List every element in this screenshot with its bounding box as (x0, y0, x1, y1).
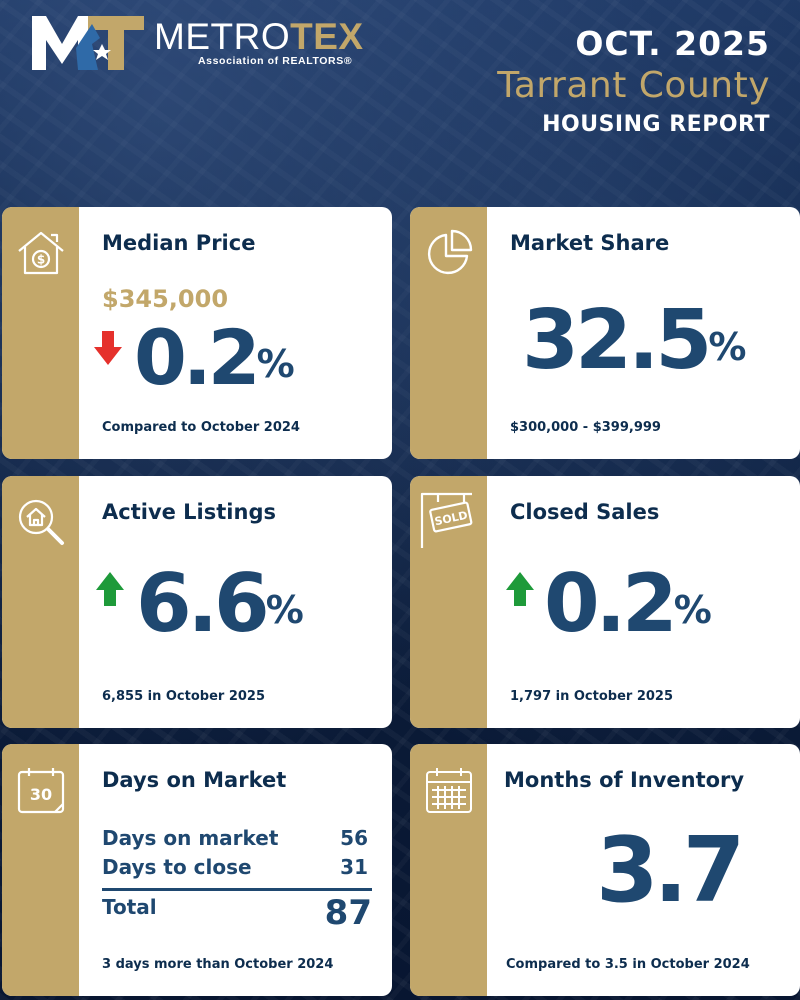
months-of-inventory-card: Months of Inventory 3.7 Compared to 3.5 … (410, 744, 800, 996)
metrotex-logo: METROTEX Association of REALTORS® (32, 14, 364, 70)
table-row: Days on market 56 (102, 824, 372, 853)
months-inventory-value: 3.7 (596, 818, 745, 923)
row-value: 31 (340, 855, 368, 879)
card-title: Days on Market (102, 768, 287, 792)
arrow-up-icon (96, 572, 124, 606)
card-title: Market Share (510, 231, 670, 255)
percent-sign: % (673, 588, 712, 632)
arrow-up-icon (506, 572, 534, 606)
sold-sign-icon: SOLD (420, 492, 473, 548)
card-stripe (2, 744, 79, 996)
card-footnote: Compared to 3.5 in October 2024 (506, 957, 750, 972)
card-footnote: $300,000 - $399,999 (510, 420, 661, 435)
change-number: 0.2 (134, 313, 261, 402)
pie-chart-icon (427, 229, 473, 275)
report-title-block: OCT. 2025 Tarrant County HOUSING REPORT (497, 24, 770, 137)
card-title: Closed Sales (510, 500, 660, 524)
card-stripe (410, 207, 487, 459)
market-share-value: 32.5% (522, 291, 746, 391)
calendar-grid-icon (426, 768, 472, 813)
svg-text:30: 30 (30, 785, 52, 804)
change-number: 6.6 (136, 557, 270, 650)
card-stripe (2, 207, 79, 459)
row-label: Days to close (102, 855, 252, 879)
card-title: Months of Inventory (504, 768, 745, 792)
table-row: Days to close 31 (102, 853, 372, 882)
row-label: Days on market (102, 826, 279, 850)
days-table: Days on market 56 Days to close 31 Total 87 (102, 824, 372, 931)
card-title: Median Price (102, 231, 256, 255)
arrow-down-icon (94, 331, 122, 365)
days-on-market-card: 30 Days on Market Days on market 56 Days … (2, 744, 392, 996)
mt-logo-mark-icon (32, 16, 144, 70)
report-county: Tarrant County (497, 65, 770, 106)
active-listings-card: Active Listings 6.6% 6,855 in October 20… (2, 476, 392, 728)
card-stripe (410, 744, 487, 996)
median-price-value: $345,000 (102, 285, 229, 313)
change-number: 0.2 (544, 557, 678, 650)
divider (102, 888, 372, 891)
house-search-icon (18, 499, 64, 545)
card-footnote: 1,797 in October 2025 (510, 689, 674, 704)
market-share-card: Market Share 32.5% $300,000 - $399,999 (410, 207, 800, 459)
header: METROTEX Association of REALTORS® OCT. 2… (0, 0, 800, 200)
calendar-30-icon: 30 (17, 768, 65, 814)
card-stripe (2, 476, 79, 728)
closed-sales-card: SOLD Closed Sales 0.2% 1,797 in October … (410, 476, 800, 728)
card-footnote: 6,855 in October 2025 (102, 689, 266, 704)
brand-tagline: Association of REALTORS® (198, 55, 353, 67)
percent-sign: % (708, 325, 747, 369)
row-value: 56 (340, 826, 368, 850)
brand-name-metro: METRO (154, 16, 291, 57)
closed-sales-change: 0.2% (544, 556, 712, 652)
total-value: 87 (324, 893, 372, 933)
share-number: 32.5 (522, 293, 712, 388)
report-title: HOUSING REPORT (542, 112, 770, 137)
median-price-card: $ Median Price $345,000 0.2% Compared to… (2, 207, 392, 459)
active-listings-change: 6.6% (136, 556, 304, 652)
brand-name-tex: TEX (290, 16, 364, 57)
total-row: Total 87 (102, 895, 372, 931)
brand-name: METROTEX (154, 17, 364, 57)
percent-sign: % (265, 588, 304, 632)
svg-text:$: $ (37, 253, 45, 267)
house-dollar-icon: $ (18, 231, 64, 275)
total-label: Total (102, 895, 157, 919)
card-footnote: 3 days more than October 2024 (102, 957, 334, 972)
card-title: Active Listings (102, 500, 276, 524)
median-price-change: 0.2% (134, 313, 295, 403)
card-footnote: Compared to October 2024 (102, 420, 300, 435)
report-month: OCT. 2025 (575, 24, 770, 63)
percent-sign: % (256, 342, 295, 386)
